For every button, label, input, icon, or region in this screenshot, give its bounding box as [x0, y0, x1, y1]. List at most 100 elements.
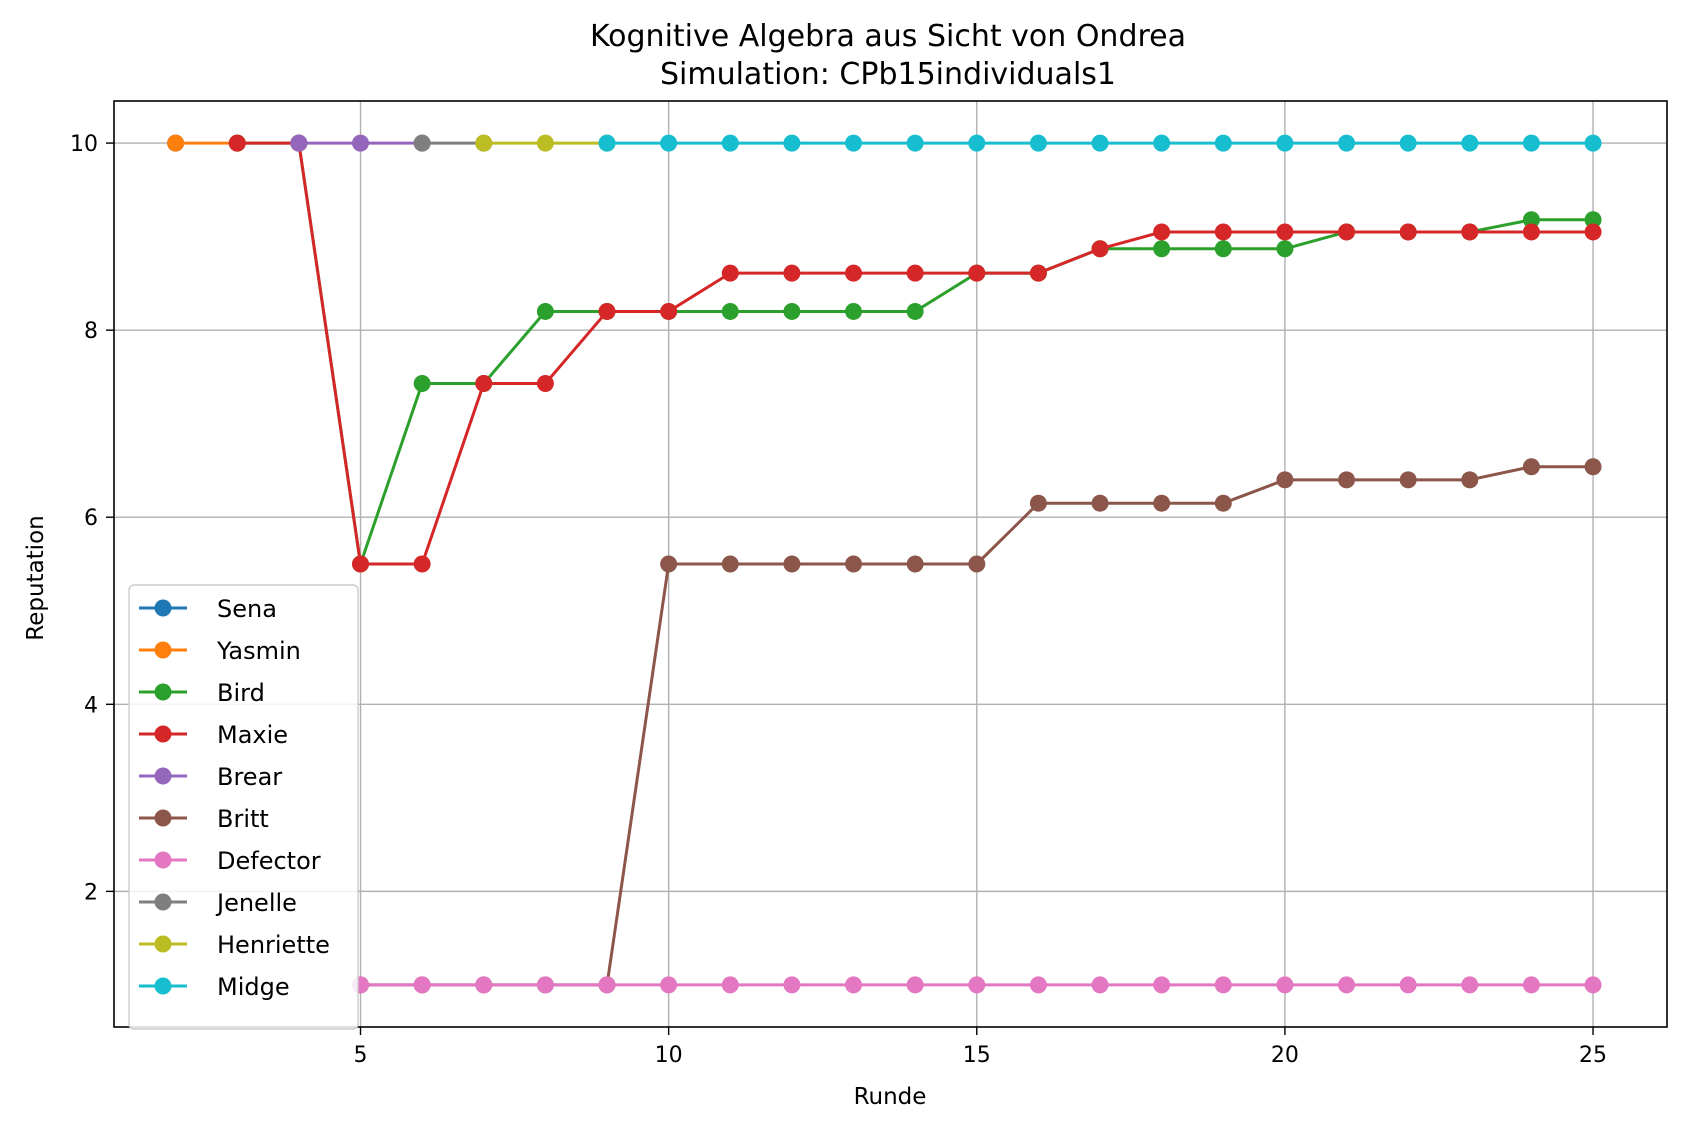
y-ticks: 2 4 6 8 10: [70, 132, 114, 905]
data-point: [1584, 458, 1602, 476]
data-point: [1338, 471, 1356, 489]
x-tick-label: 25: [1579, 1043, 1607, 1068]
data-point: [228, 134, 246, 152]
x-axis-label: Runde: [854, 1084, 927, 1110]
data-point: [906, 976, 924, 994]
data-point: [721, 264, 739, 282]
legend-swatch-marker: [154, 935, 172, 953]
data-point: [721, 976, 739, 994]
y-tick-label: 2: [84, 880, 98, 905]
data-point: [1029, 264, 1047, 282]
data-point: [413, 374, 431, 392]
data-point: [783, 302, 801, 320]
data-point: [1091, 494, 1109, 512]
data-point: [1522, 458, 1540, 476]
legend-swatch-marker: [154, 809, 172, 827]
legend-label: Defector: [217, 847, 321, 875]
data-point: [598, 302, 616, 320]
data-point: [968, 264, 986, 282]
x-tick-label: 15: [963, 1043, 991, 1068]
data-point: [1522, 976, 1540, 994]
legend-item: Defector: [139, 847, 321, 875]
data-point: [413, 134, 431, 152]
data-point: [783, 976, 801, 994]
legend-item: Maxie: [139, 721, 288, 749]
data-point: [413, 555, 431, 573]
data-point: [1461, 471, 1479, 489]
legend-label: Yasmin: [216, 637, 301, 665]
data-point: [1399, 223, 1417, 241]
data-point: [721, 555, 739, 573]
plot-frame: [113, 100, 1668, 1028]
data-point: [1461, 134, 1479, 152]
series-henriette: [475, 134, 616, 152]
legend-swatch-marker: [154, 851, 172, 869]
legend-item: Britt: [139, 805, 269, 833]
data-point: [968, 976, 986, 994]
legend-item: Henriette: [139, 931, 330, 959]
data-point: [475, 134, 493, 152]
data-point: [783, 555, 801, 573]
y-tick-label: 4: [84, 693, 98, 718]
legend-label: Sena: [217, 595, 277, 623]
data-point: [1584, 211, 1602, 229]
series-layer: [167, 134, 1602, 994]
data-point: [906, 555, 924, 573]
y-tick-label: 8: [84, 319, 98, 344]
data-point: [1522, 223, 1540, 241]
series-midge: [598, 134, 1602, 152]
y-tick-label: 6: [84, 506, 98, 531]
data-point: [1399, 471, 1417, 489]
legend-item: Jenelle: [139, 889, 297, 917]
data-point: [1214, 976, 1232, 994]
data-point: [167, 134, 185, 152]
data-point: [598, 976, 616, 994]
data-point: [1276, 134, 1294, 152]
data-point: [1153, 223, 1171, 241]
data-point: [1584, 976, 1602, 994]
legend-label: Bird: [217, 679, 265, 707]
data-point: [536, 374, 554, 392]
data-point: [968, 555, 986, 573]
chart-subtitle: Simulation: CPb15individuals1: [660, 57, 1116, 92]
data-point: [721, 302, 739, 320]
data-point: [352, 134, 370, 152]
data-point: [598, 134, 616, 152]
data-point: [1029, 976, 1047, 994]
data-point: [1214, 134, 1232, 152]
data-point: [1214, 494, 1232, 512]
data-point: [352, 555, 370, 573]
data-point: [721, 134, 739, 152]
data-point: [536, 134, 554, 152]
data-point: [1029, 494, 1047, 512]
data-point: [1461, 976, 1479, 994]
data-point: [906, 264, 924, 282]
legend-label: Britt: [217, 805, 269, 833]
data-point: [660, 555, 678, 573]
data-point: [1522, 211, 1540, 229]
data-point: [968, 134, 986, 152]
data-point: [1091, 240, 1109, 258]
legend-swatch-marker: [154, 641, 172, 659]
data-point: [1153, 134, 1171, 152]
data-point: [845, 976, 863, 994]
data-point: [1276, 471, 1294, 489]
data-point: [1153, 494, 1171, 512]
y-axis-label: Reputation: [23, 515, 49, 640]
data-point: [475, 374, 493, 392]
legend-item: Bird: [139, 679, 265, 707]
legend-swatch-marker: [154, 893, 172, 911]
legend: Sena Yasmin Bird Maxie Brear Britt Defector Jen…: [128, 584, 359, 1030]
data-point: [660, 976, 678, 994]
series-bird: [228, 134, 1602, 573]
data-point: [845, 555, 863, 573]
legend-swatch-marker: [154, 725, 172, 743]
data-point: [536, 302, 554, 320]
y-tick-label: 10: [70, 132, 98, 157]
legend-item: Yasmin: [139, 637, 301, 665]
series-brear: [290, 134, 431, 152]
data-point: [1399, 976, 1417, 994]
data-point: [1276, 240, 1294, 258]
legend-label: Maxie: [217, 721, 288, 749]
x-ticks: 5 10 15 20 25: [354, 1027, 1607, 1068]
